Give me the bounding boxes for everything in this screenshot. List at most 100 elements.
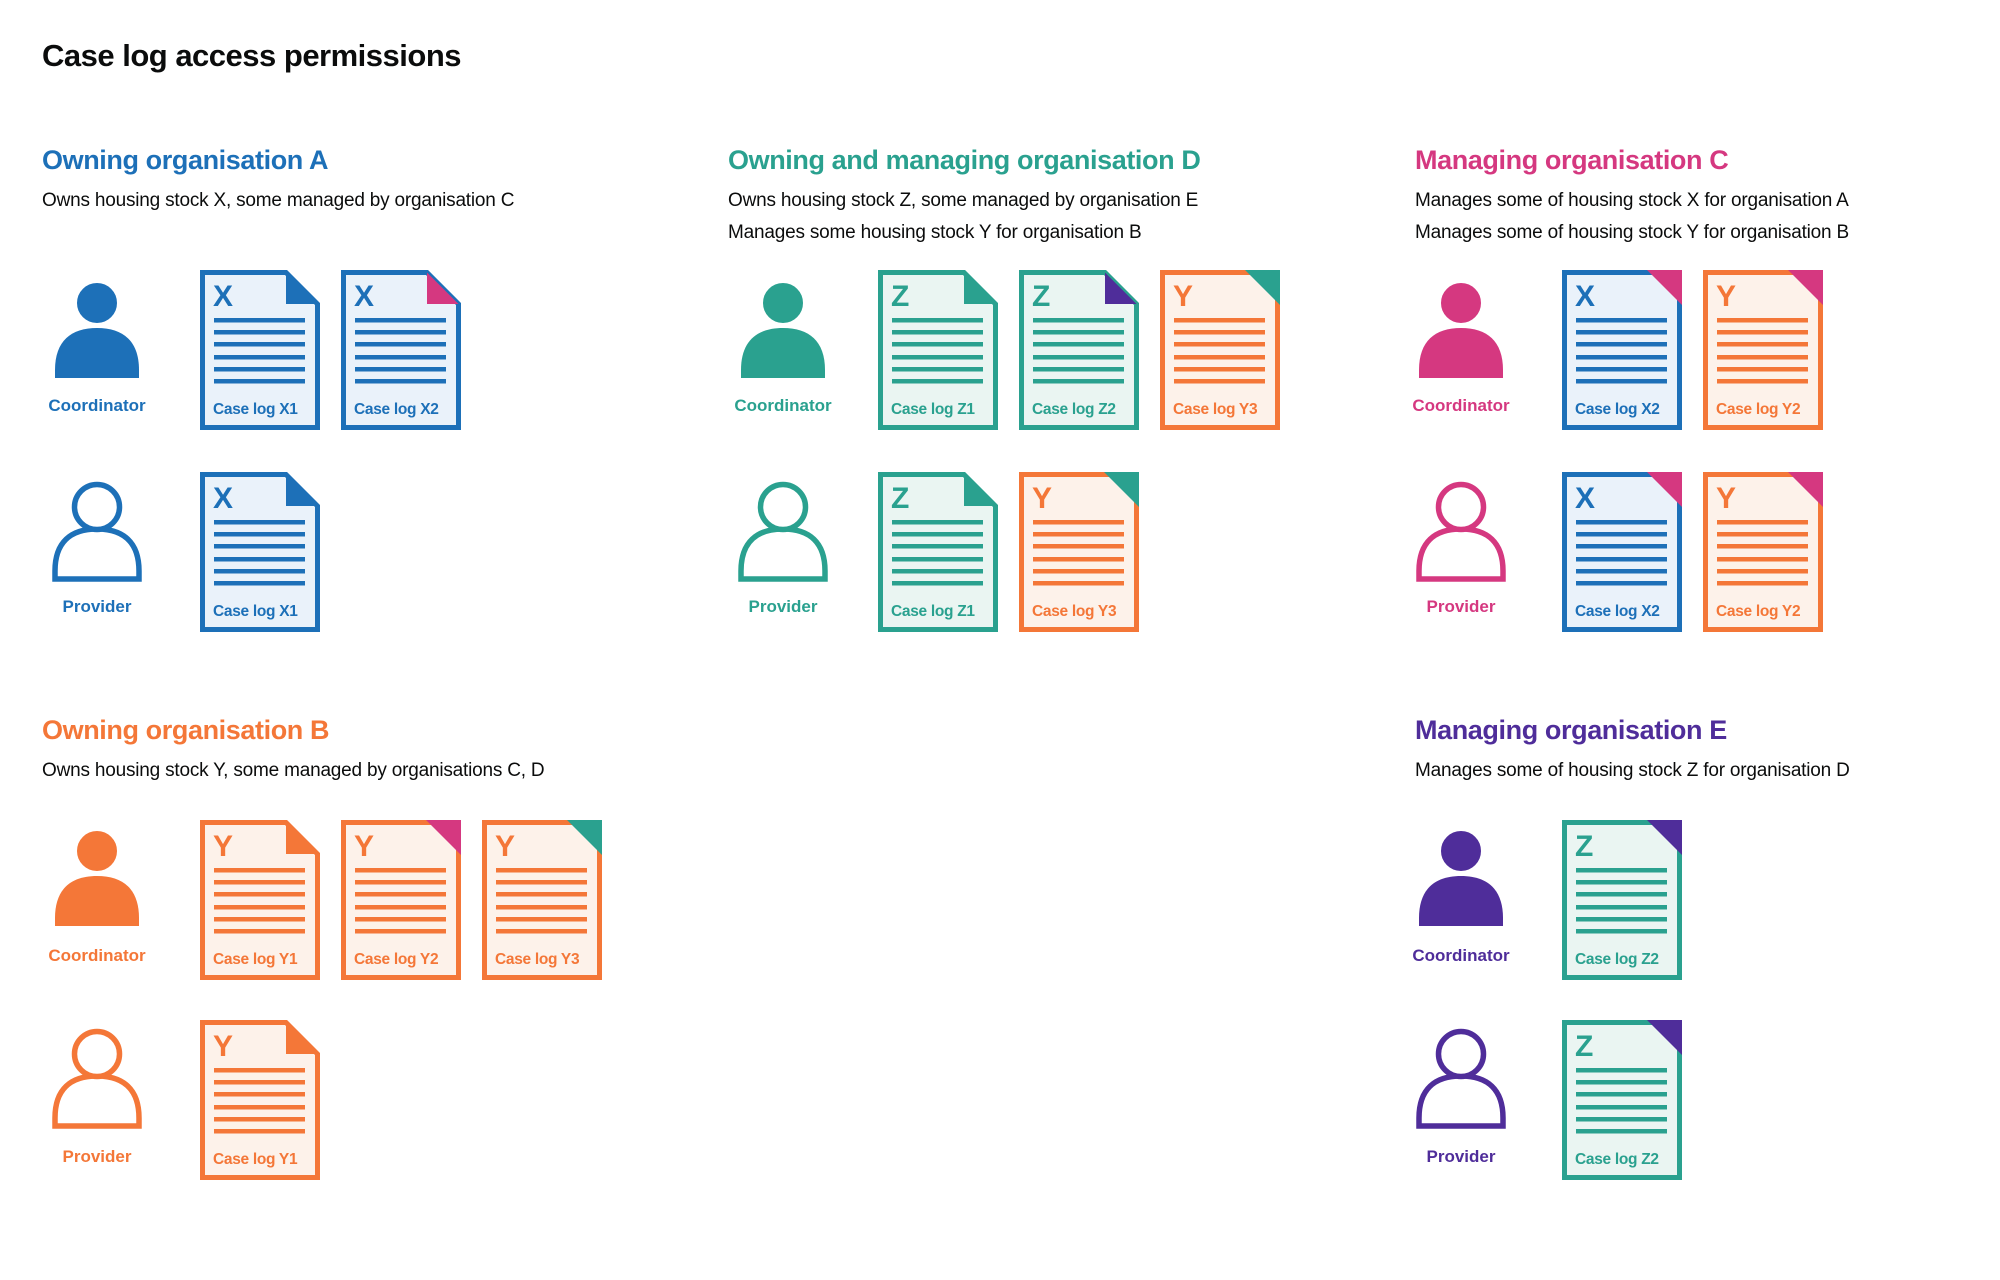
person-outline <box>1416 481 1506 582</box>
case-log-document: Y Case log Y2 <box>1703 270 1823 430</box>
document-fold-icon <box>286 822 318 854</box>
case-log-document-icon: X Case log X2 <box>1562 270 1682 430</box>
document-fold-icon <box>1105 272 1137 304</box>
provider-icon <box>738 478 828 582</box>
document-label: Case log Y3 <box>495 951 580 968</box>
person-head <box>1435 1028 1487 1080</box>
section-description-line: Owns housing stock Y, some managed by or… <box>42 760 545 781</box>
document-text-lines <box>1033 520 1124 586</box>
person-silhouette <box>55 278 139 378</box>
document-text-lines <box>1174 318 1265 384</box>
document-text-lines <box>892 318 983 384</box>
section-title: Owning organisation B <box>42 715 330 745</box>
case-log-document-icon: Z Case log Z1 <box>878 472 998 632</box>
section-description-line: Owns housing stock X, some managed by or… <box>42 190 515 211</box>
document-letter: Y <box>213 830 233 863</box>
coordinator-icon <box>52 277 142 381</box>
person-silhouette <box>741 278 825 378</box>
document-fold-icon <box>1788 270 1823 305</box>
document-letter: X <box>213 482 233 515</box>
case-log-document: Z Case log Z1 <box>878 270 998 430</box>
document-text-lines <box>214 520 305 586</box>
document-label: Case log Y2 <box>1716 401 1800 418</box>
document-label: Case log X2 <box>1575 401 1660 418</box>
document-fold-icon <box>286 1022 318 1054</box>
case-log-document-icon: Z Case log Z2 <box>1019 270 1139 430</box>
document-fold-icon <box>1245 270 1280 305</box>
document-sheet <box>200 270 320 430</box>
document-letter: Z <box>891 280 909 313</box>
case-log-document: Y Case log Y1 <box>200 1020 320 1180</box>
section-description-line: Owns housing stock Z, some managed by or… <box>728 190 1199 211</box>
case-log-document: Y Case log Y3 <box>1019 472 1139 632</box>
person-outline <box>1416 1028 1506 1129</box>
section-description-line: Manages some of housing stock Z for orga… <box>1415 760 1850 781</box>
document-text-lines <box>496 868 587 934</box>
case-log-document-icon: Y Case log Y1 <box>200 820 320 980</box>
document-sheet <box>200 820 320 980</box>
person-body <box>55 876 139 926</box>
document-label: Case log Y2 <box>1716 603 1800 620</box>
provider-icon <box>1416 1025 1506 1129</box>
document-fold-icon <box>286 272 318 304</box>
document-text-lines <box>214 318 305 384</box>
document-label: Case log Y1 <box>213 951 298 968</box>
case-log-document-icon: Y Case log Y3 <box>1160 270 1280 430</box>
document-sheet <box>1703 472 1823 632</box>
role-label: Coordinator <box>1412 396 1510 415</box>
case-log-document-icon: X Case log X2 <box>341 270 461 430</box>
document-letter: Z <box>1032 280 1050 313</box>
person-body <box>1419 328 1503 378</box>
document-sheet <box>1562 1020 1682 1180</box>
document-fold-icon <box>1647 820 1682 855</box>
document-fold-icon <box>286 474 318 506</box>
case-log-document: Z Case log Z2 <box>1019 270 1139 430</box>
document-label: Case log Y3 <box>1032 603 1117 620</box>
case-log-document: X Case log X2 <box>1562 472 1682 632</box>
page-title: Case log access permissions <box>42 38 462 73</box>
document-sheet <box>482 820 602 980</box>
document-fold-icon <box>426 820 461 855</box>
document-fold-icon <box>1104 472 1139 507</box>
document-fold-icon <box>427 272 459 304</box>
document-letter: Y <box>1716 482 1736 515</box>
person-head <box>757 481 809 533</box>
coordinator-icon <box>52 825 142 929</box>
document-sheet <box>1019 472 1139 632</box>
document-letter: X <box>354 280 374 313</box>
document-label: Case log X2 <box>354 401 439 418</box>
provider-icon <box>52 478 142 582</box>
case-log-document: X Case log X2 <box>341 270 461 430</box>
document-fold-icon <box>1788 472 1823 507</box>
case-log-document: Y Case log Y3 <box>482 820 602 980</box>
section-title: Owning organisation A <box>42 145 329 175</box>
case-log-document: Y Case log Y3 <box>1160 270 1280 430</box>
document-text-lines <box>1576 1068 1667 1134</box>
case-log-document-icon: Y Case log Y1 <box>200 1020 320 1180</box>
section-description-line: Manages some housing stock Y for organis… <box>728 222 1142 243</box>
document-sheet <box>200 472 320 632</box>
person-body <box>741 328 825 378</box>
document-fold-icon <box>1647 472 1682 507</box>
document-fold-icon <box>1647 270 1682 305</box>
document-sheet <box>1703 270 1823 430</box>
document-sheet <box>200 1020 320 1180</box>
role-label: Coordinator <box>48 396 146 415</box>
document-label: Case log Z2 <box>1032 401 1116 418</box>
case-log-document-icon: Y Case log Y2 <box>341 820 461 980</box>
document-letter: X <box>213 280 233 313</box>
person-body <box>52 526 142 582</box>
role-label: Provider <box>748 597 818 616</box>
document-text-lines <box>1576 318 1667 384</box>
document-text-lines <box>214 868 305 934</box>
person-body <box>55 328 139 378</box>
provider-icon <box>52 1025 142 1129</box>
document-sheet <box>1562 270 1682 430</box>
document-sheet <box>341 820 461 980</box>
section-title: Owning and managing organisation D <box>728 145 1201 175</box>
document-sheet <box>878 472 998 632</box>
document-sheet <box>1019 270 1139 430</box>
case-log-document-icon: Y Case log Y3 <box>1019 472 1139 632</box>
case-log-document-icon: Z Case log Z2 <box>1562 820 1682 980</box>
